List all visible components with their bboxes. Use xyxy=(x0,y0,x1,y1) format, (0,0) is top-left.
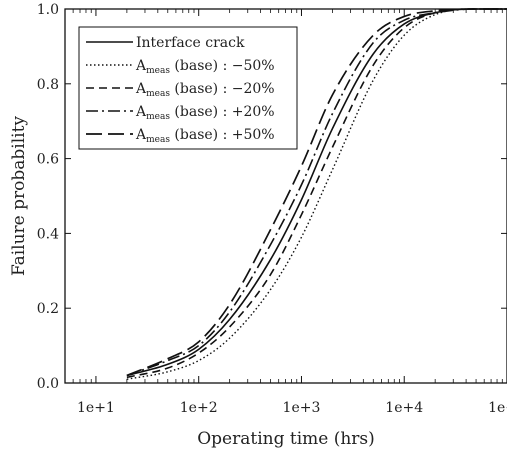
x-tick-label: 1e+4 xyxy=(385,400,423,416)
legend-label-5: Ameas (base) : +50% xyxy=(135,127,275,145)
y-tick-label: 0.0 xyxy=(37,376,59,392)
legend-label-4: Ameas (base) : +20% xyxy=(135,104,275,122)
x-tick-label: 1e+2 xyxy=(180,400,218,416)
x-tick-label: 1e+5 xyxy=(488,400,507,416)
y-tick-label: 0.2 xyxy=(37,301,59,317)
y-axis-title: Failure probability xyxy=(9,116,29,276)
series-line-5 xyxy=(126,8,507,377)
axes: 0.0 0.2 0.4 0.6 0.8 1.0 1e+1 1e+2 1e+3 1e+4 1e+5 xyxy=(37,2,507,416)
plot-frame xyxy=(64,8,507,384)
y-tick-label: 0.4 xyxy=(37,226,59,242)
y-tick-label: 1.0 xyxy=(37,2,59,18)
legend-label-2: Ameas (base) : −50% xyxy=(135,58,275,76)
legend: Interface crack Ameas (base) : −50% Ameas … xyxy=(78,26,298,150)
x-tick-label: 1e+3 xyxy=(283,400,321,416)
legend-label-1: Interface crack xyxy=(136,35,245,51)
y-tick-label: 0.8 xyxy=(37,77,59,93)
legend-label-3: Ameas (base) : −20% xyxy=(135,81,275,99)
y-tick-label: 0.6 xyxy=(37,152,59,168)
x-axis-title: Operating time (hrs) xyxy=(197,429,375,449)
x-tick-label: 1e+1 xyxy=(77,400,115,416)
